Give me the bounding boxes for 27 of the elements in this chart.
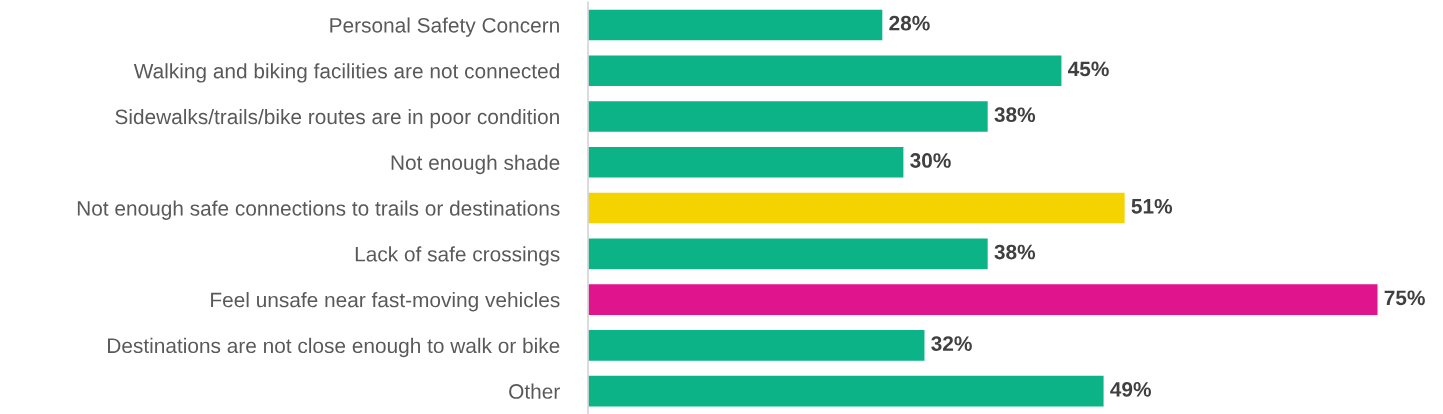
data-label: 32% — [931, 336, 972, 351]
data-label: 38% — [994, 107, 1036, 123]
bar — [588, 282, 1379, 317]
bar — [588, 99, 990, 134]
bar — [588, 54, 1063, 88]
y-tick-label: Not enough shade — [391, 154, 560, 175]
bar — [588, 328, 926, 363]
y-tick-label: Not enough safe connections to trails or destinations — [77, 200, 560, 220]
data-label: 30% — [910, 153, 951, 168]
y-tick-label: Other — [509, 383, 560, 399]
bar — [588, 145, 905, 179]
data-label: 49% — [1110, 381, 1151, 397]
y-tick-label: Personal Safety Concern — [330, 17, 559, 37]
y-tick-label: Sidewalks/trails/bike routes are in poor condition — [115, 108, 559, 129]
y-tick-label: Destinations are not close enough to walk or bike — [108, 337, 560, 358]
y-tick-label: Walking and biking facilities are not connected — [133, 63, 559, 83]
bar — [588, 374, 1105, 408]
y-tick-label: Lack of safe crossings — [355, 246, 560, 266]
data-label: 28% — [889, 15, 930, 31]
bar — [588, 237, 990, 271]
bar — [588, 191, 1127, 225]
data-label: 38% — [994, 244, 1036, 260]
data-label: 45% — [1068, 61, 1109, 77]
bar — [588, 8, 884, 42]
y-tick-label: Feel unsafe near fast-moving vehicles — [211, 292, 560, 312]
data-label: 51% — [1131, 198, 1173, 214]
data-label: 75% — [1384, 290, 1425, 306]
